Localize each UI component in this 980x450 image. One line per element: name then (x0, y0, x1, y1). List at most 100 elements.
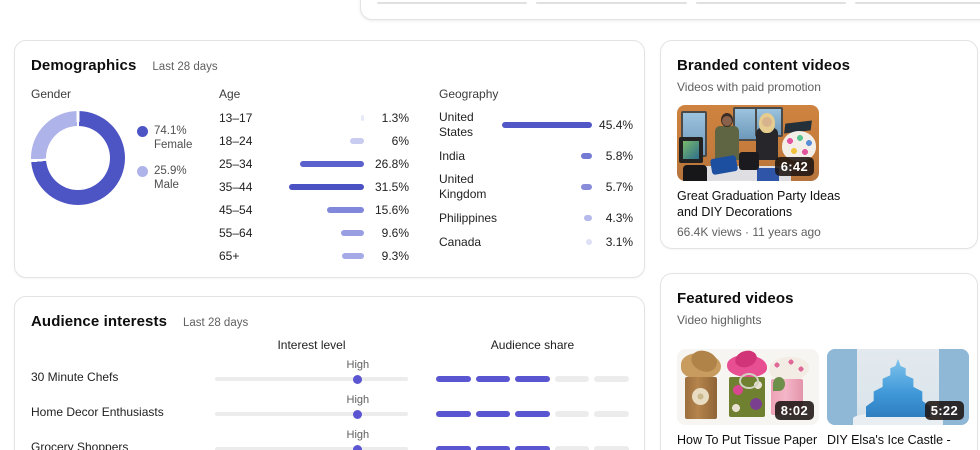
interest-level-value-label: High (346, 394, 370, 406)
age-value: 15.6% (374, 203, 409, 217)
interest-row: Grocery Shoppers High (31, 422, 629, 450)
interest-level-dot (353, 374, 363, 384)
audience-share-segment (515, 446, 550, 450)
demographics-header: Demographics Last 28 days (31, 57, 628, 74)
interest-level-indicator: High (215, 352, 408, 387)
interest-level-dot (353, 444, 363, 450)
audience-share-column-header: Audience share (490, 338, 575, 352)
branded-video-item[interactable]: 6:42 Great Graduation Party Ideas and DI… (677, 105, 961, 239)
featured-video-thumbnail[interactable]: 8:02 (677, 349, 819, 425)
interest-row-label: Home Decor Enthusiasts (31, 405, 164, 419)
geography-value: 3.1% (605, 235, 634, 249)
audience-share-segment (594, 376, 629, 382)
interest-level-column-header: Interest level (277, 338, 346, 352)
audience-share-segment (554, 446, 590, 450)
audience-share-indicator (436, 446, 629, 450)
age-value: 26.8% (374, 157, 409, 171)
gender-chart-area: 74.1% Female 25.9% Male (31, 111, 205, 205)
featured-videos-header: Featured videos (677, 290, 961, 307)
audience-share-segment (475, 376, 511, 382)
age-category-label: 13–17 (219, 110, 253, 125)
geography-row: United Kingdom 5.7% (439, 172, 633, 202)
thumbnail-art (683, 141, 699, 159)
interest-level-indicator: High (215, 387, 408, 422)
male-value: 25.9% (154, 165, 187, 177)
cut-off-metrics-card (360, 0, 980, 20)
geography-column: Geography United States 45.4% India 5.8% Uni… (439, 87, 633, 264)
age-value: 6% (391, 134, 409, 148)
featured-video-item[interactable]: 8:02 How To Put Tissue Paper In A Gift B… (677, 349, 819, 450)
geography-value: 5.7% (605, 180, 634, 194)
audience-share-segment (475, 446, 511, 450)
age-category-label: 18–24 (219, 133, 253, 148)
tab-underline (695, 2, 846, 4)
age-bar (289, 184, 364, 190)
age-value: 31.5% (374, 180, 409, 194)
thumbnail-art (782, 131, 816, 161)
audience-share-segment (554, 376, 590, 382)
geography-category-label: Canada (439, 234, 482, 249)
interest-row-label: Grocery Shoppers (31, 440, 129, 450)
audience-share-indicator (436, 411, 629, 422)
interest-level-indicator: High (215, 422, 408, 450)
age-bar (289, 161, 364, 167)
geography-bar (502, 184, 593, 190)
audience-interests-card: Audience interests Last 28 days Interest… (14, 296, 645, 450)
interest-level-track (215, 377, 408, 381)
audience-interests-header: Audience interests Last 28 days (31, 313, 628, 330)
geography-category-label: United States (439, 110, 474, 139)
video-duration-badge: 6:42 (774, 157, 814, 176)
thumbnail-art (739, 373, 759, 389)
demographics-title: Demographics (31, 57, 137, 74)
geography-row: United States 45.4% (439, 110, 633, 140)
tab-underline (377, 2, 528, 4)
age-row: 25–34 26.8% (219, 156, 409, 172)
featured-video-item[interactable]: 5:22 DIY Elsa's Ice Castle - Disney Froz… (827, 349, 969, 450)
gender-donut-chart (31, 111, 125, 205)
interest-level-value-label: High (346, 429, 370, 441)
branded-content-videos-card: Branded content videos Videos with paid … (660, 40, 978, 249)
geography-row: India 5.8% (439, 148, 633, 164)
thumbnail-art (757, 168, 779, 181)
geography-category-label: United Kingdom (439, 172, 487, 201)
interest-row: 30 Minute Chefs High (31, 352, 629, 387)
interest-level-dot (353, 409, 363, 419)
interests-table: 30 Minute Chefs High Home Decor Enthusiast… (31, 352, 629, 450)
geography-value: 45.4% (599, 118, 634, 132)
audience-share-segment (594, 446, 629, 450)
age-bar (289, 115, 364, 121)
geography-bar (502, 239, 593, 245)
featured-video-thumbnail[interactable]: 5:22 (827, 349, 969, 425)
branded-videos-header: Branded content videos (677, 57, 961, 74)
audience-share-segment (515, 411, 550, 417)
thumbnail-art (722, 116, 732, 126)
age-row: 65+ 9.3% (219, 248, 409, 264)
age-category-label: 45–54 (219, 202, 253, 217)
interest-level-track (215, 412, 408, 416)
age-category-label: 55–64 (219, 225, 253, 240)
age-row: 35–44 31.5% (219, 179, 409, 195)
featured-videos-grid: 8:02 How To Put Tissue Paper In A Gift B… (677, 338, 969, 450)
audience-share-segment (475, 411, 511, 417)
thumbnail-art (756, 128, 778, 160)
tab-underline (536, 2, 687, 4)
female-legend-dot (137, 126, 148, 137)
demographics-card: Demographics Last 28 days Gender 74.1% (14, 40, 645, 278)
age-value: 9.3% (381, 249, 409, 263)
geography-bar (502, 215, 593, 221)
geography-bar (502, 153, 593, 159)
gender-label: Gender (31, 87, 72, 101)
geography-bar (502, 122, 593, 128)
branded-video-thumbnail[interactable]: 6:42 (677, 105, 819, 181)
featured-video-title: How To Put Tissue Paper In A Gift Bag (Q… (677, 433, 818, 450)
thumbnail-art (715, 126, 739, 160)
thumbnail-art (683, 165, 707, 181)
interests-column-headers: Interest level Audience share (31, 338, 628, 352)
gender-legend: 74.1% Female 25.9% Male (137, 124, 192, 192)
branded-videos-title: Branded content videos (677, 57, 851, 74)
interest-level-value-label: High (346, 359, 370, 371)
thumbnail-art (827, 349, 857, 425)
geography-category-label: India (439, 148, 466, 163)
geography-value: 4.3% (605, 211, 634, 225)
